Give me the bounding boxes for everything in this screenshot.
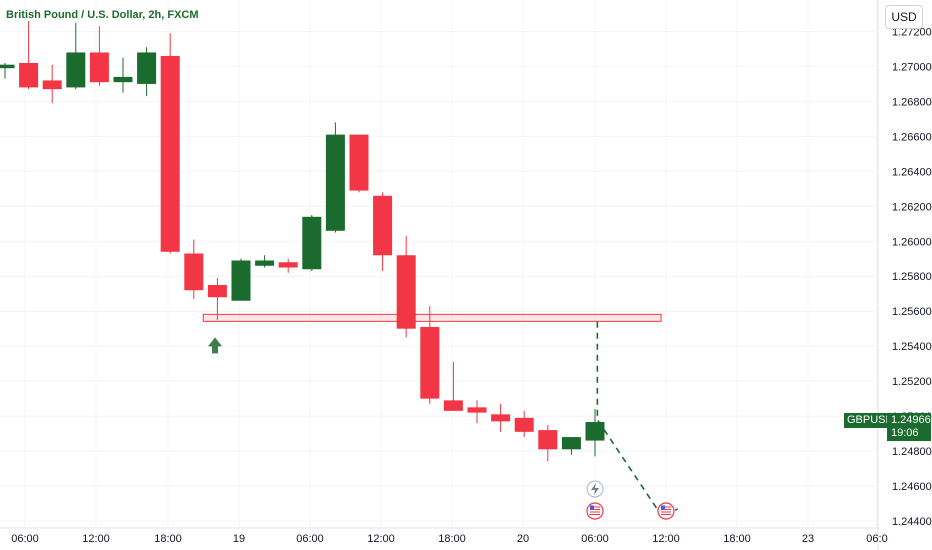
candle-body [373, 195, 393, 256]
y-tick-label: 1.26600 [892, 131, 932, 143]
time-axis[interactable]: 06:00 12:00 18:00 19 06:00 12:00 18:00 20 06:00 1… [0, 527, 888, 545]
flag-canton [661, 505, 665, 510]
candle-body [491, 414, 511, 422]
x-tick-label: 18:00 [438, 533, 466, 545]
y-tick-label: 1.24400 [892, 516, 932, 528]
candle-body [420, 326, 440, 399]
flag-canton [590, 505, 594, 510]
symbol-label: GBPUSD [844, 413, 897, 428]
candle-body [349, 134, 369, 191]
us-flag-event-icon [657, 502, 675, 520]
candle-body [561, 437, 581, 450]
candles [0, 20, 605, 462]
candle-body [325, 134, 345, 231]
x-tick-label: 06:00 [296, 533, 324, 545]
candle-body [467, 407, 487, 413]
x-tick-label: 12:00 [82, 533, 110, 545]
candle-body [137, 52, 157, 84]
last-price-value: 1.24966 [891, 414, 931, 426]
x-tick-label: 12:00 [367, 533, 395, 545]
last-price-label: 1.24966 19:06 [887, 413, 931, 441]
candle-body [207, 284, 227, 298]
lightning-event-icon [586, 480, 604, 498]
candle-body [89, 52, 109, 83]
flag-circle [586, 502, 604, 520]
up-arrow-icon [208, 337, 223, 354]
y-tick-label: 1.25200 [892, 376, 932, 388]
y-tick-label: 1.25600 [892, 306, 932, 318]
candle-body [19, 62, 39, 88]
x-tick-label: 06:00 [11, 533, 39, 545]
grid [0, 0, 878, 528]
candle-body [113, 76, 133, 83]
x-tick-label: 23 [802, 533, 814, 545]
chart-title: British Pound / U.S. Dollar, 2h, FXCM [6, 9, 199, 21]
x-tick-label: 12:00 [652, 533, 680, 545]
x-tick-label: 19 [233, 533, 245, 545]
x-tick-label: 18:00 [723, 533, 751, 545]
candle-body [514, 417, 534, 432]
event-icons [586, 480, 675, 520]
candle-body [538, 430, 558, 450]
x-tick-label: 06:00 [581, 533, 609, 545]
y-tick-label: 1.27000 [892, 61, 932, 73]
candle-body [160, 55, 180, 252]
candle-body [0, 64, 15, 69]
y-tick-label: 1.24800 [892, 446, 932, 458]
x-tick-label: 20 [517, 533, 529, 545]
y-tick-label: 1.26200 [892, 201, 932, 213]
candle-body [66, 52, 86, 88]
candle-body [184, 253, 204, 291]
candle-body [585, 422, 605, 441]
bar-countdown: 19:06 [891, 427, 919, 439]
flag-circle [657, 502, 675, 520]
candle-body [396, 255, 416, 329]
candle-body [278, 262, 298, 268]
x-tick-label: 18:00 [154, 533, 182, 545]
y-tick-label: 1.26800 [892, 96, 932, 108]
y-tick-label: 1.25800 [892, 271, 932, 283]
support-zone [202, 313, 662, 322]
y-tick-label: 1.26400 [892, 166, 932, 178]
candle-body [443, 400, 463, 411]
candle-body [302, 216, 322, 270]
lightning-icon [591, 483, 599, 495]
currency-button[interactable]: USD [885, 5, 923, 29]
candle-body [255, 260, 275, 266]
y-tick-label: 1.26000 [892, 236, 932, 248]
x-tick-label: 06:0 [866, 533, 887, 545]
y-tick-label: 1.25400 [892, 341, 932, 353]
y-tick-label: 1.27200 [892, 26, 932, 38]
price-axis[interactable]: 1.27200 1.27000 1.26800 1.26600 1.26400 1.262… [877, 0, 932, 550]
us-flag-event-icon [586, 502, 604, 520]
candle-body [231, 260, 251, 301]
candle-body [42, 80, 62, 90]
y-tick-label: 1.24600 [892, 481, 932, 493]
